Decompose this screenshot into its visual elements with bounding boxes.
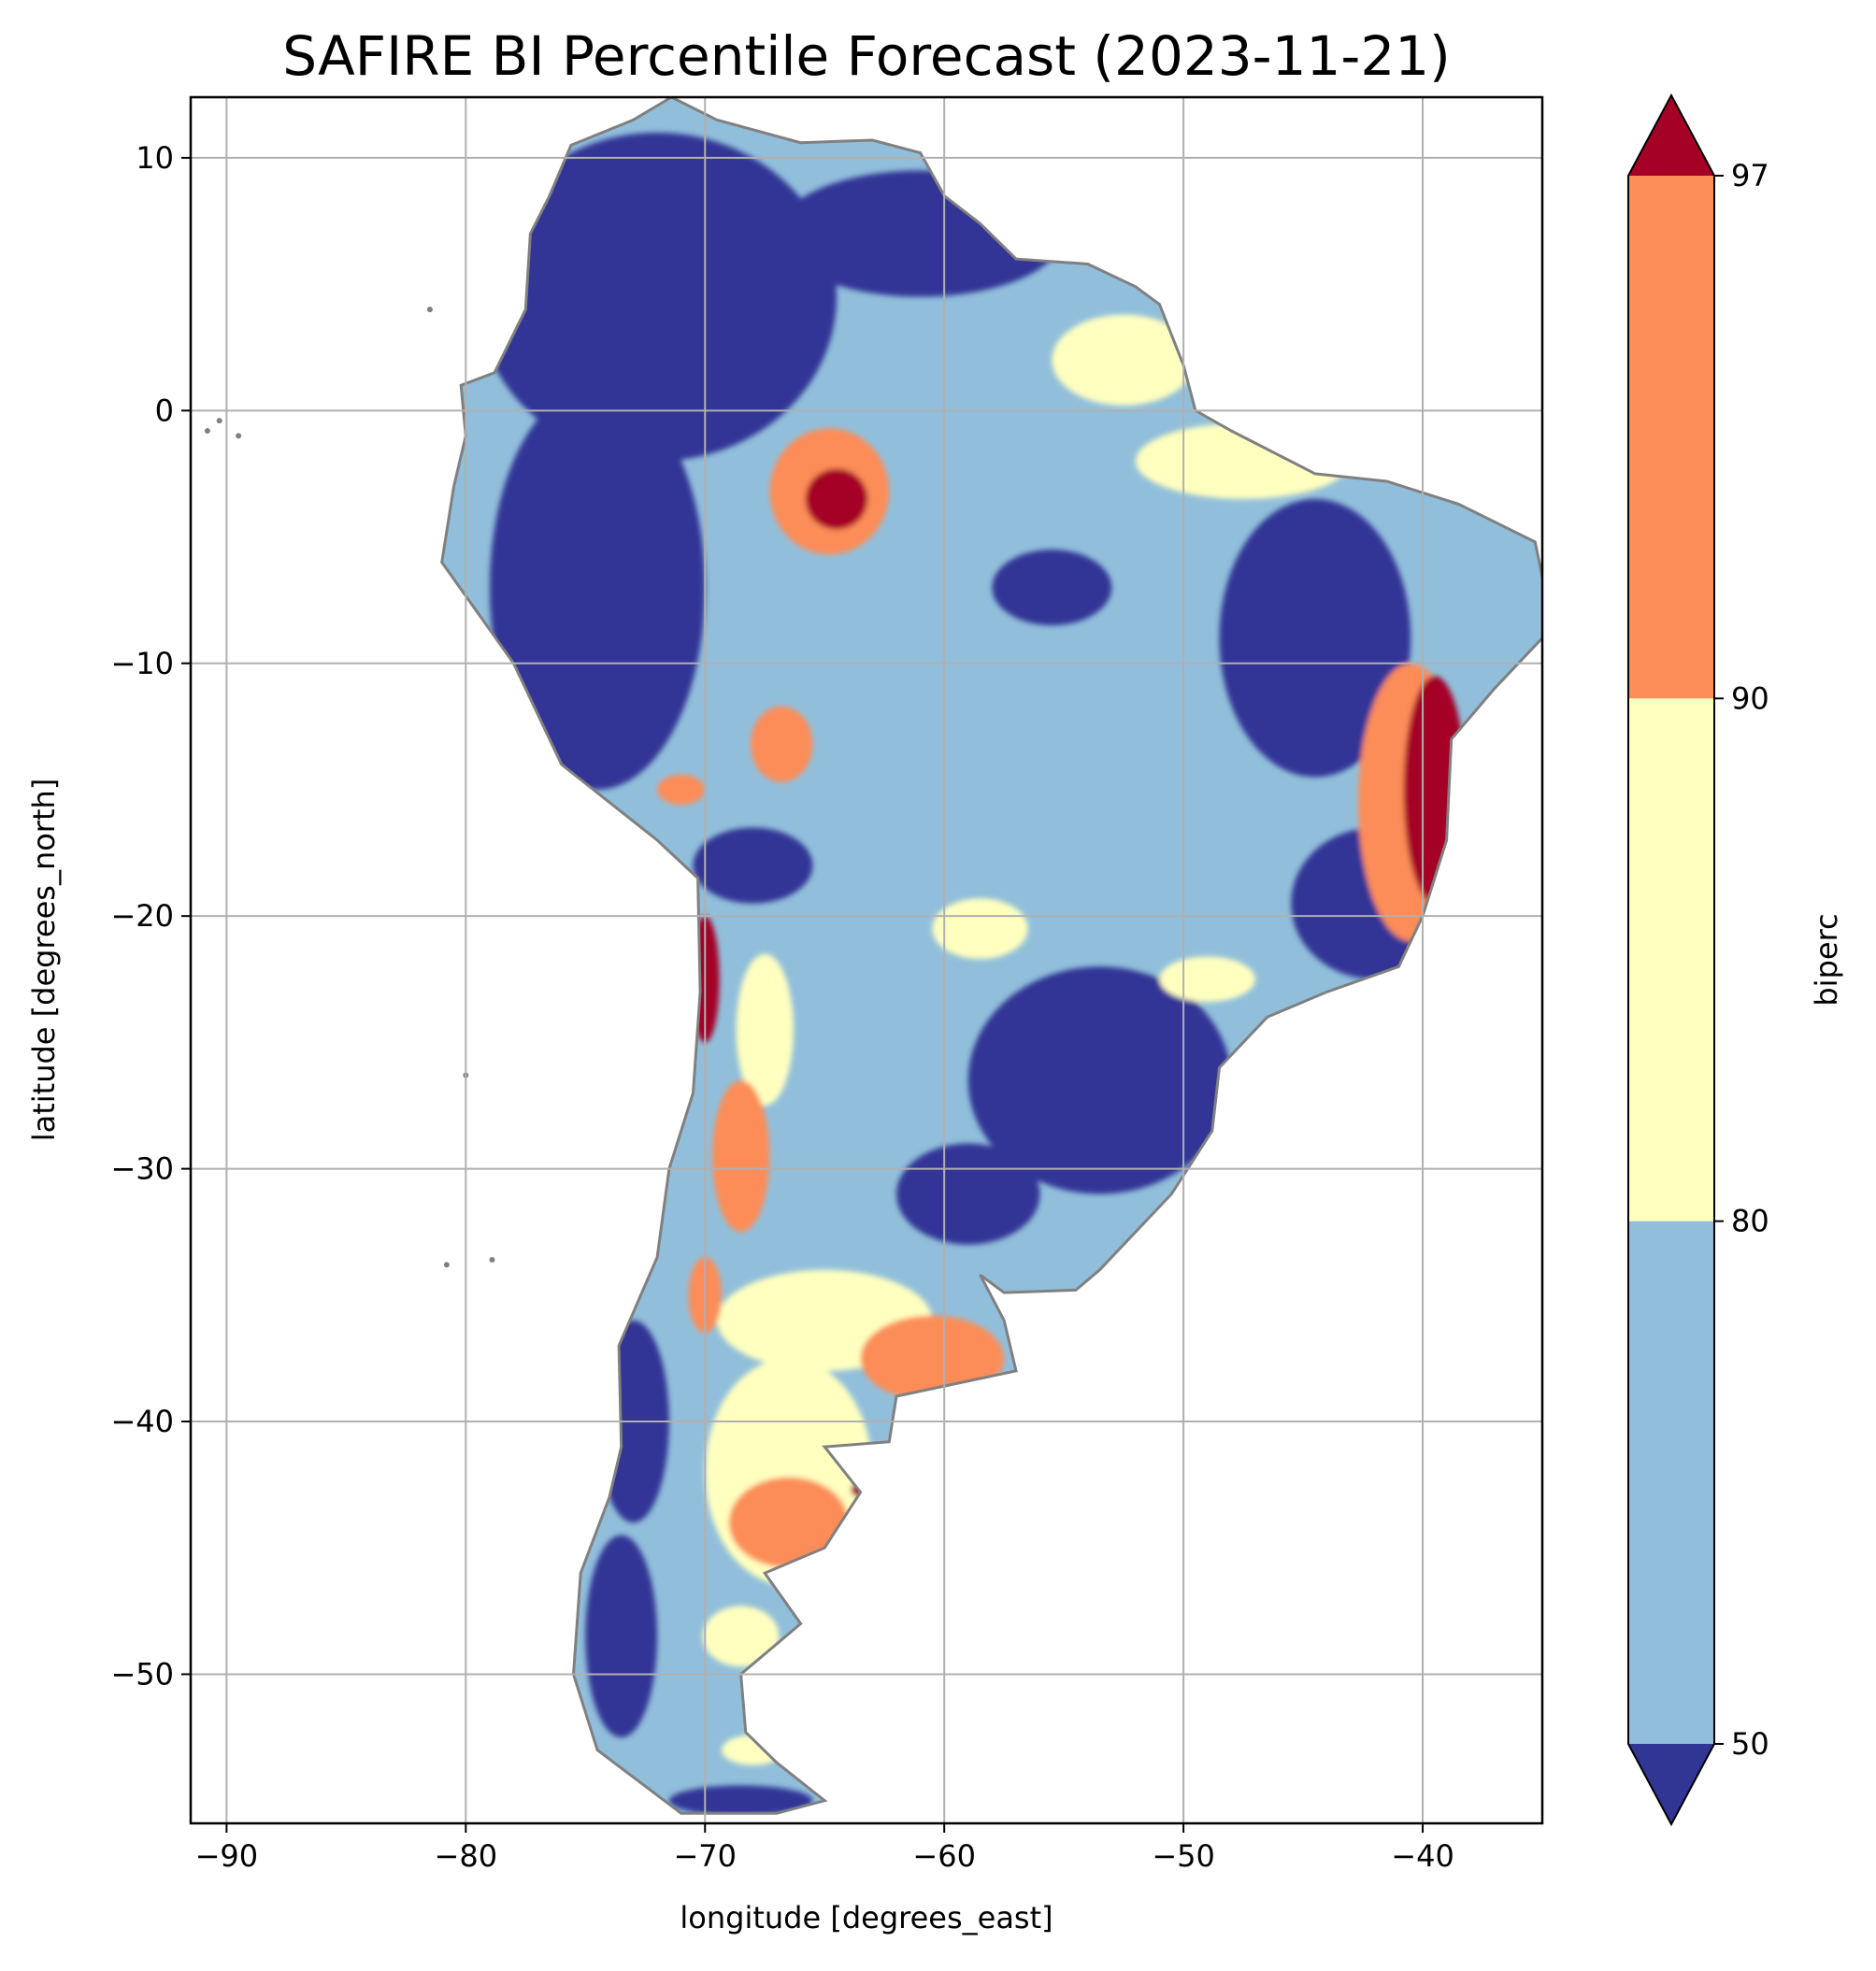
region-80-90 xyxy=(932,898,1028,960)
y-tick-label: −30 xyxy=(110,1151,174,1187)
colorbar-tick-label: 80 xyxy=(1731,1204,1769,1239)
region-below-50 xyxy=(1219,498,1411,778)
colorbar-tick-label: 97 xyxy=(1731,158,1769,193)
region-below-50 xyxy=(478,132,838,462)
y-tick-label: −20 xyxy=(110,898,174,934)
region-below-50 xyxy=(992,550,1112,626)
region-below-50 xyxy=(668,1785,813,1814)
colorbar-bin xyxy=(1628,176,1714,699)
colorbar-extend-high xyxy=(1628,95,1714,176)
land-layer xyxy=(441,97,1542,1814)
island-mark xyxy=(426,307,433,313)
y-axis-label: latitude [degrees_north] xyxy=(26,778,62,1142)
x-tick-label: −40 xyxy=(1391,1838,1454,1874)
x-tick-label: −80 xyxy=(435,1838,498,1874)
region-below-50 xyxy=(967,966,1232,1194)
x-tick-label: −70 xyxy=(673,1838,737,1874)
islands xyxy=(204,307,495,1268)
colorbar-tick-label: 90 xyxy=(1731,680,1769,716)
region-above-97 xyxy=(1403,676,1467,904)
region-below-50 xyxy=(895,1143,1040,1245)
coastline xyxy=(440,97,1542,1815)
island-mark xyxy=(443,1262,450,1268)
region-above-97 xyxy=(805,468,868,530)
y-tick-label: −40 xyxy=(110,1404,174,1439)
colorbar-extend-low xyxy=(1628,1744,1714,1824)
x-tick-label: −90 xyxy=(195,1838,259,1874)
region-90-97 xyxy=(657,774,706,806)
region-80-90 xyxy=(702,1606,780,1667)
y-tick-label: −50 xyxy=(110,1656,174,1692)
island-mark xyxy=(489,1256,495,1263)
x-axis-label: longitude [degrees_east] xyxy=(680,1900,1053,1935)
region-90-97 xyxy=(728,1477,849,1568)
region-80-90 xyxy=(1052,314,1196,406)
colorbar-tick-label: 50 xyxy=(1731,1726,1769,1762)
region-80-90 xyxy=(1159,956,1255,1003)
region-below-50 xyxy=(489,385,706,790)
region-90-97 xyxy=(750,706,813,782)
y-tick-label: −10 xyxy=(110,646,174,681)
gridlines xyxy=(191,97,1542,1823)
x-tick-label: −50 xyxy=(1152,1838,1215,1874)
island-mark xyxy=(216,418,222,424)
region-90-97 xyxy=(711,1079,770,1233)
percentile-regions xyxy=(478,132,1467,1814)
region-below-50 xyxy=(585,1535,658,1738)
island-mark xyxy=(204,427,210,434)
colorbar: 50 80 90 97 xyxy=(1627,93,1769,1827)
chart-title: SAFIRE BI Percentile Forecast (2023-11-2… xyxy=(282,24,1451,88)
y-tick-label: 10 xyxy=(136,140,174,176)
island-mark xyxy=(236,433,242,439)
region-80-90 xyxy=(1135,422,1352,499)
y-tick-label: 0 xyxy=(155,393,174,428)
region-below-50 xyxy=(693,827,813,904)
axis-ticks: −90 −80 −70 −60 −50 −40 10 0 −10 −20 −30 −40 −50 xyxy=(110,140,1454,1874)
map-area xyxy=(191,97,1542,1823)
colorbar-label: biperc xyxy=(1809,913,1844,1006)
x-tick-label: −60 xyxy=(912,1838,976,1874)
axes-frame xyxy=(189,95,1544,1825)
region-below-50 xyxy=(777,170,1065,297)
colorbar-bin xyxy=(1628,1221,1714,1744)
region-80-90 xyxy=(736,953,794,1106)
colorbar-bin xyxy=(1628,698,1714,1221)
